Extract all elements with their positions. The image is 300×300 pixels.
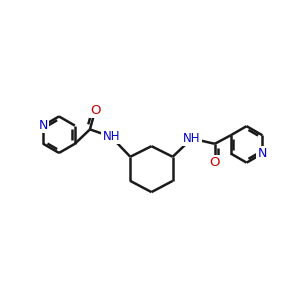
Text: O: O — [209, 157, 220, 169]
Text: NH: NH — [102, 130, 120, 143]
Text: O: O — [90, 104, 101, 117]
Text: N: N — [38, 119, 48, 132]
Text: NH: NH — [183, 132, 201, 145]
Text: N: N — [258, 147, 267, 160]
